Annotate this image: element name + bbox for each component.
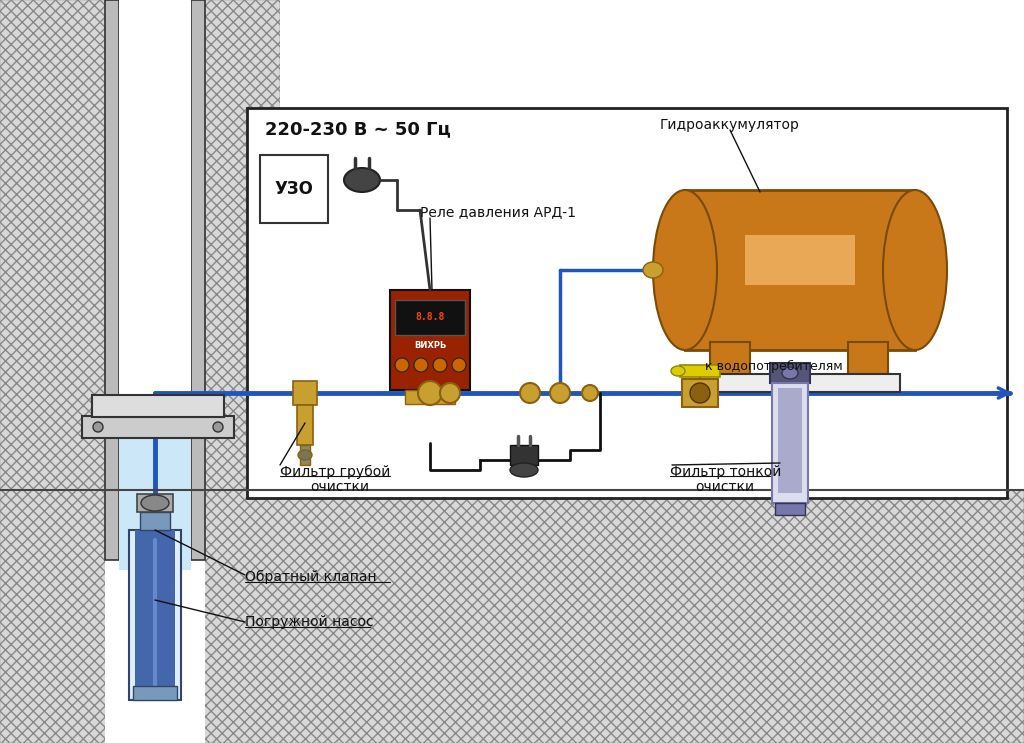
Ellipse shape (440, 383, 460, 403)
Ellipse shape (653, 190, 717, 350)
Text: к водопотребителям: к водопотребителям (705, 360, 843, 373)
Text: очистки: очистки (695, 480, 754, 494)
Bar (205, 0, 280, 550)
Ellipse shape (344, 168, 380, 192)
Ellipse shape (883, 190, 947, 350)
Bar (137, 494, 173, 512)
Bar (133, 686, 177, 700)
Ellipse shape (414, 358, 428, 372)
Bar (848, 342, 888, 374)
Text: Реле давления АРД-1: Реле давления АРД-1 (420, 205, 575, 219)
Bar (82, 416, 234, 438)
Ellipse shape (418, 381, 442, 405)
Bar (300, 445, 310, 465)
Bar (119, 0, 191, 560)
Ellipse shape (550, 383, 570, 403)
Bar (0, 0, 105, 743)
Ellipse shape (520, 383, 540, 403)
Bar (129, 530, 181, 700)
Bar (135, 530, 175, 700)
Ellipse shape (582, 385, 598, 401)
Bar (119, 430, 191, 570)
Bar (140, 512, 170, 530)
Bar (700, 374, 900, 392)
Bar (191, 0, 205, 560)
Bar (260, 155, 328, 223)
Ellipse shape (141, 495, 169, 511)
Text: Погружной насос: Погружной насос (245, 615, 374, 629)
Text: УЗО: УЗО (274, 180, 313, 198)
Bar (745, 235, 855, 285)
Bar (0, 490, 1024, 743)
Bar (772, 383, 808, 503)
Ellipse shape (643, 262, 663, 278)
Text: Обратный клапан: Обратный клапан (245, 570, 377, 584)
Bar (682, 379, 718, 407)
Text: 220-230 В ~ 50 Гц: 220-230 В ~ 50 Гц (265, 120, 451, 138)
Bar (280, 0, 1024, 490)
Bar (105, 0, 205, 743)
Bar (770, 363, 810, 383)
Bar (510, 445, 538, 465)
Bar (685, 190, 915, 350)
Bar (390, 290, 470, 390)
Text: ВИХРЬ: ВИХРЬ (414, 340, 446, 349)
Bar (778, 388, 802, 493)
Bar (0, 490, 1024, 743)
Bar (92, 395, 224, 417)
Ellipse shape (671, 366, 685, 376)
Ellipse shape (298, 450, 312, 460)
Ellipse shape (93, 422, 103, 432)
Ellipse shape (782, 367, 798, 379)
Ellipse shape (213, 422, 223, 432)
Bar (205, 0, 280, 550)
Bar (710, 342, 750, 374)
Bar (0, 0, 105, 743)
Text: Фильтр тонкой: Фильтр тонкой (670, 465, 781, 479)
Bar (297, 405, 313, 445)
Bar (395, 300, 465, 335)
Bar (293, 381, 317, 405)
Ellipse shape (433, 358, 447, 372)
Bar (775, 503, 805, 515)
Ellipse shape (452, 358, 466, 372)
Text: 8.8.8: 8.8.8 (416, 312, 444, 322)
Bar (247, 108, 1007, 498)
Bar (406, 390, 455, 404)
Ellipse shape (690, 383, 710, 403)
Bar (105, 0, 119, 560)
Ellipse shape (510, 463, 538, 477)
Text: очистки: очистки (310, 480, 369, 494)
Text: Гидроаккумулятор: Гидроаккумулятор (660, 118, 800, 132)
Ellipse shape (395, 358, 409, 372)
Text: Фильтр грубой: Фильтр грубой (280, 465, 390, 479)
Bar (680, 365, 720, 377)
